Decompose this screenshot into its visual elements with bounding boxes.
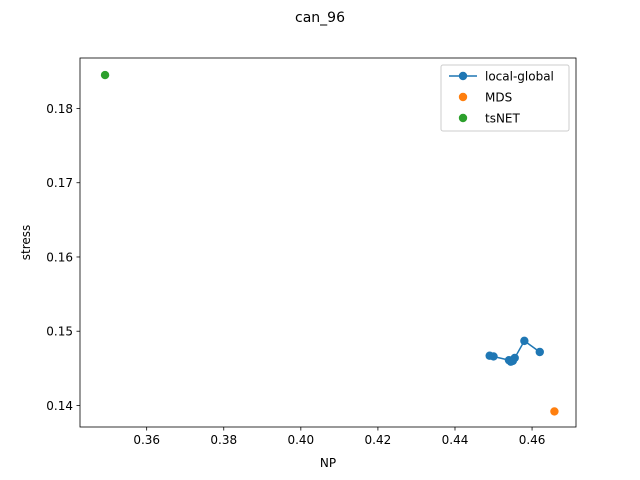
plot-frame	[79, 57, 577, 428]
legend-box	[440, 64, 570, 132]
data-point-local-global	[520, 336, 529, 346]
x-tick-label: 0.42	[365, 433, 392, 447]
data-point-tsNET	[100, 70, 110, 80]
x-tick-label: 0.38	[210, 433, 237, 447]
y-tick-label: 0.18	[46, 102, 73, 116]
chart-title: can_96	[295, 10, 345, 26]
legend-label: tsNET	[485, 112, 521, 126]
x-tick-label: 0.46	[519, 433, 546, 447]
legend-label: local-global	[485, 70, 554, 84]
y-tick-label: 0.16	[46, 250, 73, 264]
y-axis-label: stress	[19, 225, 33, 261]
x-tick-label: 0.44	[442, 433, 469, 447]
y-tick-label: 0.17	[46, 176, 73, 190]
legend-label: MDS	[485, 91, 512, 105]
series-layer	[100, 70, 559, 416]
legend: local-global MDS tsNET	[440, 64, 570, 132]
legend-marker-local-global	[458, 71, 468, 81]
data-point-local-global	[489, 352, 498, 361]
x-axis-label: NP	[320, 456, 336, 470]
data-point-local-global	[510, 353, 519, 363]
legend-marker-MDS	[458, 92, 468, 102]
axis-ticks: 0.36 0.38 0.40 0.42 0.44 0.46 0.14 0.15 0.16 0.17…	[46, 102, 545, 447]
x-tick-label: 0.36	[133, 433, 160, 447]
y-tick-label: 0.15	[46, 325, 73, 339]
x-tick-label: 0.40	[287, 433, 314, 447]
y-tick-label: 0.14	[46, 399, 73, 413]
legend-marker-tsNET	[458, 113, 468, 123]
data-point-MDS	[550, 407, 559, 416]
data-point-local-global	[535, 347, 544, 357]
